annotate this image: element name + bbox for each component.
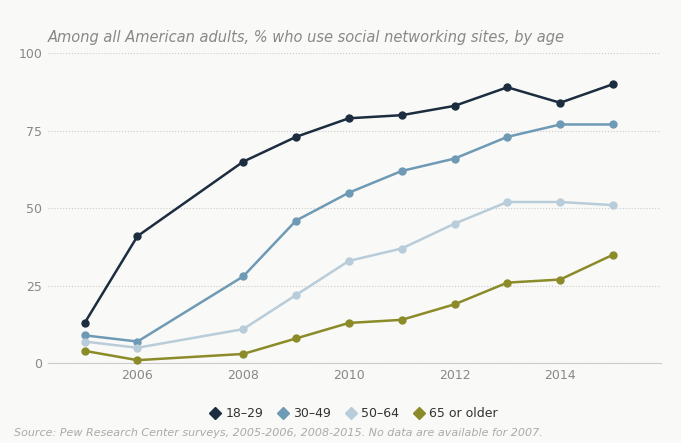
Legend: 18–29, 30–49, 50–64, 65 or older: 18–29, 30–49, 50–64, 65 or older: [206, 402, 503, 425]
18–29: [80, 320, 89, 326]
18–29: [239, 159, 247, 164]
Line: 65 or older: 65 or older: [81, 251, 616, 364]
30–49: [556, 122, 565, 127]
Line: 50–64: 50–64: [81, 198, 616, 351]
18–29: [556, 100, 565, 105]
30–49: [80, 333, 89, 338]
50–64: [345, 258, 353, 264]
18–29: [133, 233, 142, 239]
18–29: [398, 113, 406, 118]
30–49: [133, 339, 142, 344]
18–29: [292, 134, 300, 140]
65 or older: [345, 320, 353, 326]
50–64: [292, 292, 300, 298]
30–49: [239, 274, 247, 279]
30–49: [292, 218, 300, 223]
50–64: [556, 199, 565, 205]
50–64: [450, 221, 458, 226]
18–29: [450, 103, 458, 109]
65 or older: [503, 280, 511, 285]
30–49: [450, 156, 458, 161]
30–49: [345, 190, 353, 195]
50–64: [398, 246, 406, 251]
Text: Source: Pew Research Center surveys, 2005-2006, 2008-2015. No data are available: Source: Pew Research Center surveys, 200…: [14, 428, 542, 439]
65 or older: [239, 351, 247, 357]
18–29: [503, 85, 511, 90]
Line: 18–29: 18–29: [81, 81, 616, 326]
65 or older: [80, 348, 89, 354]
Text: Among all American adults, % who use social networking sites, by age: Among all American adults, % who use soc…: [48, 30, 565, 45]
50–64: [609, 202, 617, 208]
50–64: [239, 326, 247, 332]
30–49: [503, 134, 511, 140]
30–49: [609, 122, 617, 127]
65 or older: [450, 302, 458, 307]
Line: 30–49: 30–49: [81, 121, 616, 345]
18–29: [345, 116, 353, 121]
50–64: [133, 345, 142, 350]
50–64: [503, 199, 511, 205]
18–29: [609, 82, 617, 87]
65 or older: [133, 358, 142, 363]
65 or older: [609, 252, 617, 257]
50–64: [80, 339, 89, 344]
65 or older: [556, 277, 565, 282]
65 or older: [398, 317, 406, 323]
30–49: [398, 168, 406, 174]
65 or older: [292, 336, 300, 341]
